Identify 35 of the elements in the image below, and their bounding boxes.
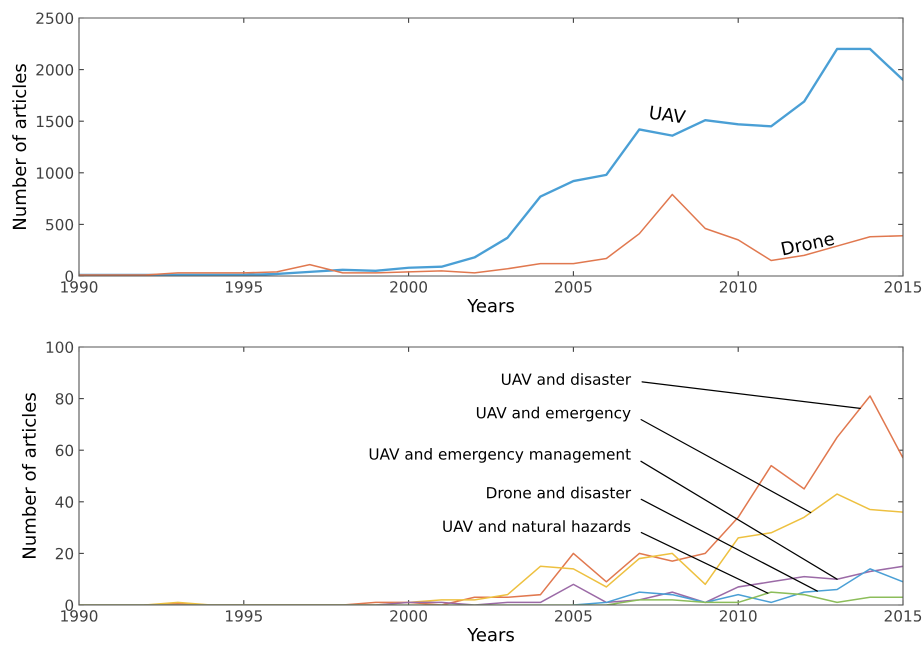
x-tick-label: 2015 [884, 610, 922, 622]
x-tick-label: 1995 [226, 281, 262, 293]
y-tick-label: 0 [65, 270, 74, 282]
x-tick-label: 1990 [61, 281, 98, 293]
x-tick-label: 2010 [720, 610, 757, 622]
y-tick-label: 1500 [36, 116, 74, 128]
y-tick-label: 80 [56, 393, 74, 405]
y-tick-label: 20 [56, 548, 74, 560]
x-tick-label: 1995 [226, 610, 262, 622]
x-axis-title: Years [467, 298, 514, 312]
y-tick-label: 40 [55, 496, 74, 508]
y-axis-title: Number of articles [22, 393, 36, 558]
y-tick-label: 60 [56, 444, 74, 456]
x-tick-label: 2015 [884, 281, 922, 293]
x-tick-label: 1990 [61, 610, 98, 622]
x-tick-label: 2005 [555, 610, 592, 622]
text: UAV and emergency [476, 406, 631, 422]
x-tick-label: 2005 [555, 281, 592, 293]
x-tick-label: 2010 [720, 281, 757, 293]
text: UAV and emergency management [370, 448, 631, 463]
y-tick-label: 500 [46, 218, 74, 230]
x-tick-label: 2000 [390, 610, 428, 622]
y-tick-label: 100 [46, 341, 74, 354]
text: UAV and natural hazards [443, 520, 630, 532]
text: UAV and disaster [502, 373, 632, 385]
y-tick-label: 2000 [36, 64, 74, 76]
y-tick-label: 0 [65, 599, 74, 612]
text: Drone and disaster [487, 486, 632, 498]
x-axis-title: Years [467, 628, 514, 642]
y-tick-label: 2500 [36, 12, 74, 24]
y-tick-label: 1000 [36, 167, 74, 179]
y-axis-title: Number of articles [12, 64, 26, 229]
text: Drone [781, 232, 835, 256]
x-tick-label: 2000 [390, 281, 428, 293]
text: UAV [650, 106, 686, 124]
